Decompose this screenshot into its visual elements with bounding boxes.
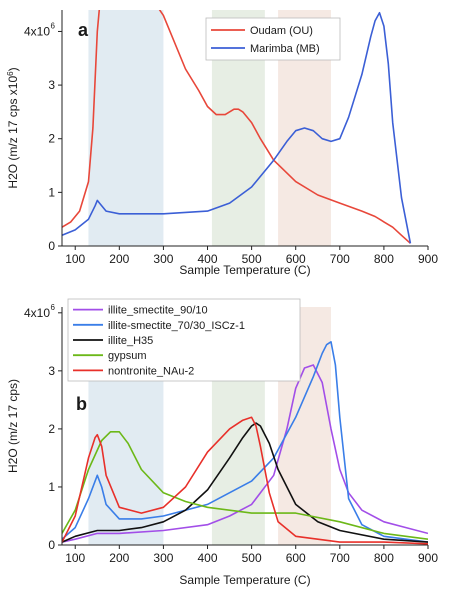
x-axis-label: Sample Temperature (C) [179, 573, 310, 587]
y-tick-exponent: 6 [51, 21, 56, 30]
y-axis-label: H2O (m/z 17 cps x106) [6, 67, 21, 188]
y-tick-label: 3 [48, 78, 55, 92]
y-tick-label: 0 [48, 538, 55, 552]
legend-box [67, 298, 301, 382]
x-tick-label: 500 [242, 551, 262, 565]
x-tick-label: 900 [418, 252, 438, 266]
x-tick-label: 800 [374, 551, 394, 565]
legend-label: illite_H35 [108, 335, 153, 347]
x-tick-label: 800 [374, 252, 394, 266]
panel-letter: a [78, 20, 89, 40]
x-tick-label: 100 [65, 252, 85, 266]
y-tick-label: 3 [48, 364, 55, 378]
x-tick-label: 500 [242, 252, 262, 266]
x-tick-label: 200 [109, 551, 129, 565]
y-tick-label: 1 [48, 185, 55, 199]
x-tick-label: 700 [330, 551, 350, 565]
x-tick-label: 400 [198, 252, 218, 266]
series-line-illite-smectite-90-10 [62, 364, 428, 543]
legend-label: gypsum [108, 350, 147, 362]
y-tick-label: 1 [48, 480, 55, 494]
y-tick-label: 4x10 [24, 24, 50, 38]
x-tick-label: 600 [286, 551, 306, 565]
y-tick-label: 4x10 [24, 306, 50, 320]
x-tick-label: 100 [65, 551, 85, 565]
y-axis-label-exponent: 6 [6, 71, 15, 76]
shaded-band-1 [88, 10, 164, 246]
legend-label: illite_smectite_90/10 [108, 305, 208, 317]
series-line-oudam-ou- [62, 10, 411, 244]
x-axis-label: Sample Temperature (C) [179, 263, 310, 277]
legend-label: Marimba (MB) [250, 43, 320, 55]
x-tick-label: 300 [153, 252, 173, 266]
x-tick-label: 600 [286, 252, 306, 266]
legend-label: Oudam (OU) [250, 25, 313, 37]
chart-panel-b: 100 200 300 400 500 600 700 800 900 0 1 2 3 4x10 6 Samp… [6, 298, 438, 587]
y-tick-label: 2 [48, 132, 55, 146]
series-line-illite-h35 [62, 422, 428, 543]
legend-box [205, 17, 341, 61]
y-axis-label: H2O (m/z 17 cps) [6, 379, 20, 473]
series-line-illite-smectite-70-30-iscz-1 [62, 340, 428, 543]
x-tick-label: 900 [418, 551, 438, 565]
x-tick-label: 400 [198, 551, 218, 565]
panel-letter: b [76, 394, 87, 414]
series-line-gypsum [62, 430, 428, 540]
x-tick-label: 200 [109, 252, 129, 266]
y-tick-label: 2 [48, 422, 55, 436]
series-line-marimba-mb- [62, 11, 412, 244]
y-tick-exponent: 6 [51, 303, 56, 312]
x-tick-label: 700 [330, 252, 350, 266]
legend-label: illite-smectite_70/30_ISCz-1 [108, 320, 245, 332]
series-line-nontronite-nau-2 [62, 416, 428, 545]
legend-label: nontronite_NAu-2 [108, 365, 194, 377]
y-tick-label: 0 [48, 239, 55, 253]
x-tick-label: 300 [153, 551, 173, 565]
